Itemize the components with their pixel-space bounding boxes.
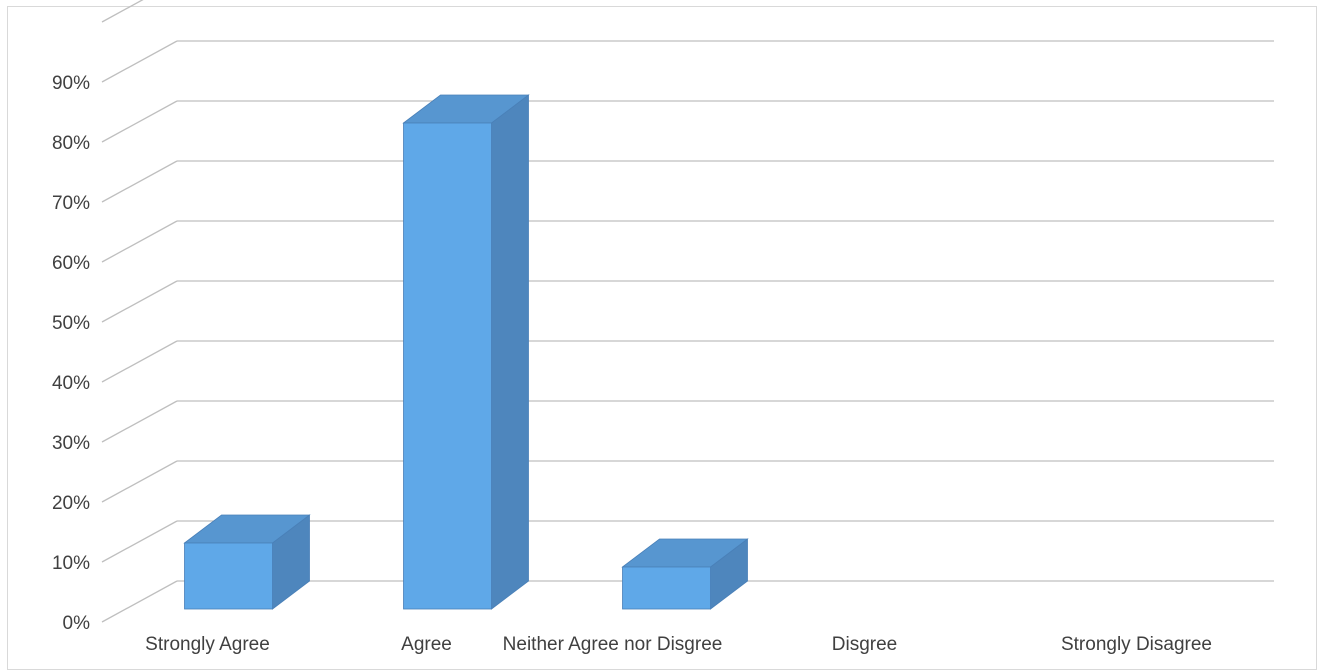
y-tick-label: 50% xyxy=(52,313,90,334)
gridline-diagonal xyxy=(101,40,178,83)
y-tick-label: 30% xyxy=(52,433,90,454)
y-tick-label: 80% xyxy=(52,133,90,154)
gridline-diagonal xyxy=(101,580,178,623)
bar-strongly-agree xyxy=(183,514,311,610)
y-tick-label: 10% xyxy=(52,553,90,574)
y-tick-label: 70% xyxy=(52,193,90,214)
y-tick-label: 60% xyxy=(52,253,90,274)
gridlines xyxy=(101,0,1274,623)
gridline-diagonal xyxy=(101,280,178,323)
y-tick-label: 40% xyxy=(52,373,90,394)
x-category-label: Disgree xyxy=(832,634,897,655)
gridline-diagonal xyxy=(101,100,178,143)
bar-side-face xyxy=(491,94,529,610)
x-category-label: Strongly Disagree xyxy=(1061,634,1212,655)
y-tick-label: 20% xyxy=(52,493,90,514)
gridline-diagonal xyxy=(101,400,178,443)
y-tick-label: 90% xyxy=(52,73,90,94)
y-axis-ticks: 0% 10% 20% 30% 40% 50% 60% 70% 80% 90% xyxy=(52,73,90,634)
bar-neither-agree-nor-disgree xyxy=(621,538,749,610)
bar-front-face xyxy=(403,122,492,610)
gridline-diagonal xyxy=(101,520,178,563)
bar-agree xyxy=(402,94,530,610)
y-tick-label: 0% xyxy=(63,613,91,634)
gridline-diagonal xyxy=(101,460,178,503)
gridline-diagonal xyxy=(101,160,178,203)
x-category-label: Strongly Agree xyxy=(145,634,270,655)
bars xyxy=(183,94,749,610)
bar-front-face xyxy=(622,566,711,610)
gridline-diagonal xyxy=(101,340,178,383)
x-axis-labels: Strongly Agree Agree Neither Agree nor Dis… xyxy=(145,634,1212,655)
x-category-label: Neither Agree nor Disgree xyxy=(503,634,723,655)
gridline-diagonal xyxy=(101,0,144,23)
x-category-label: Agree xyxy=(401,634,452,655)
bar-front-face xyxy=(184,542,273,610)
gridline-diagonal xyxy=(101,220,178,263)
